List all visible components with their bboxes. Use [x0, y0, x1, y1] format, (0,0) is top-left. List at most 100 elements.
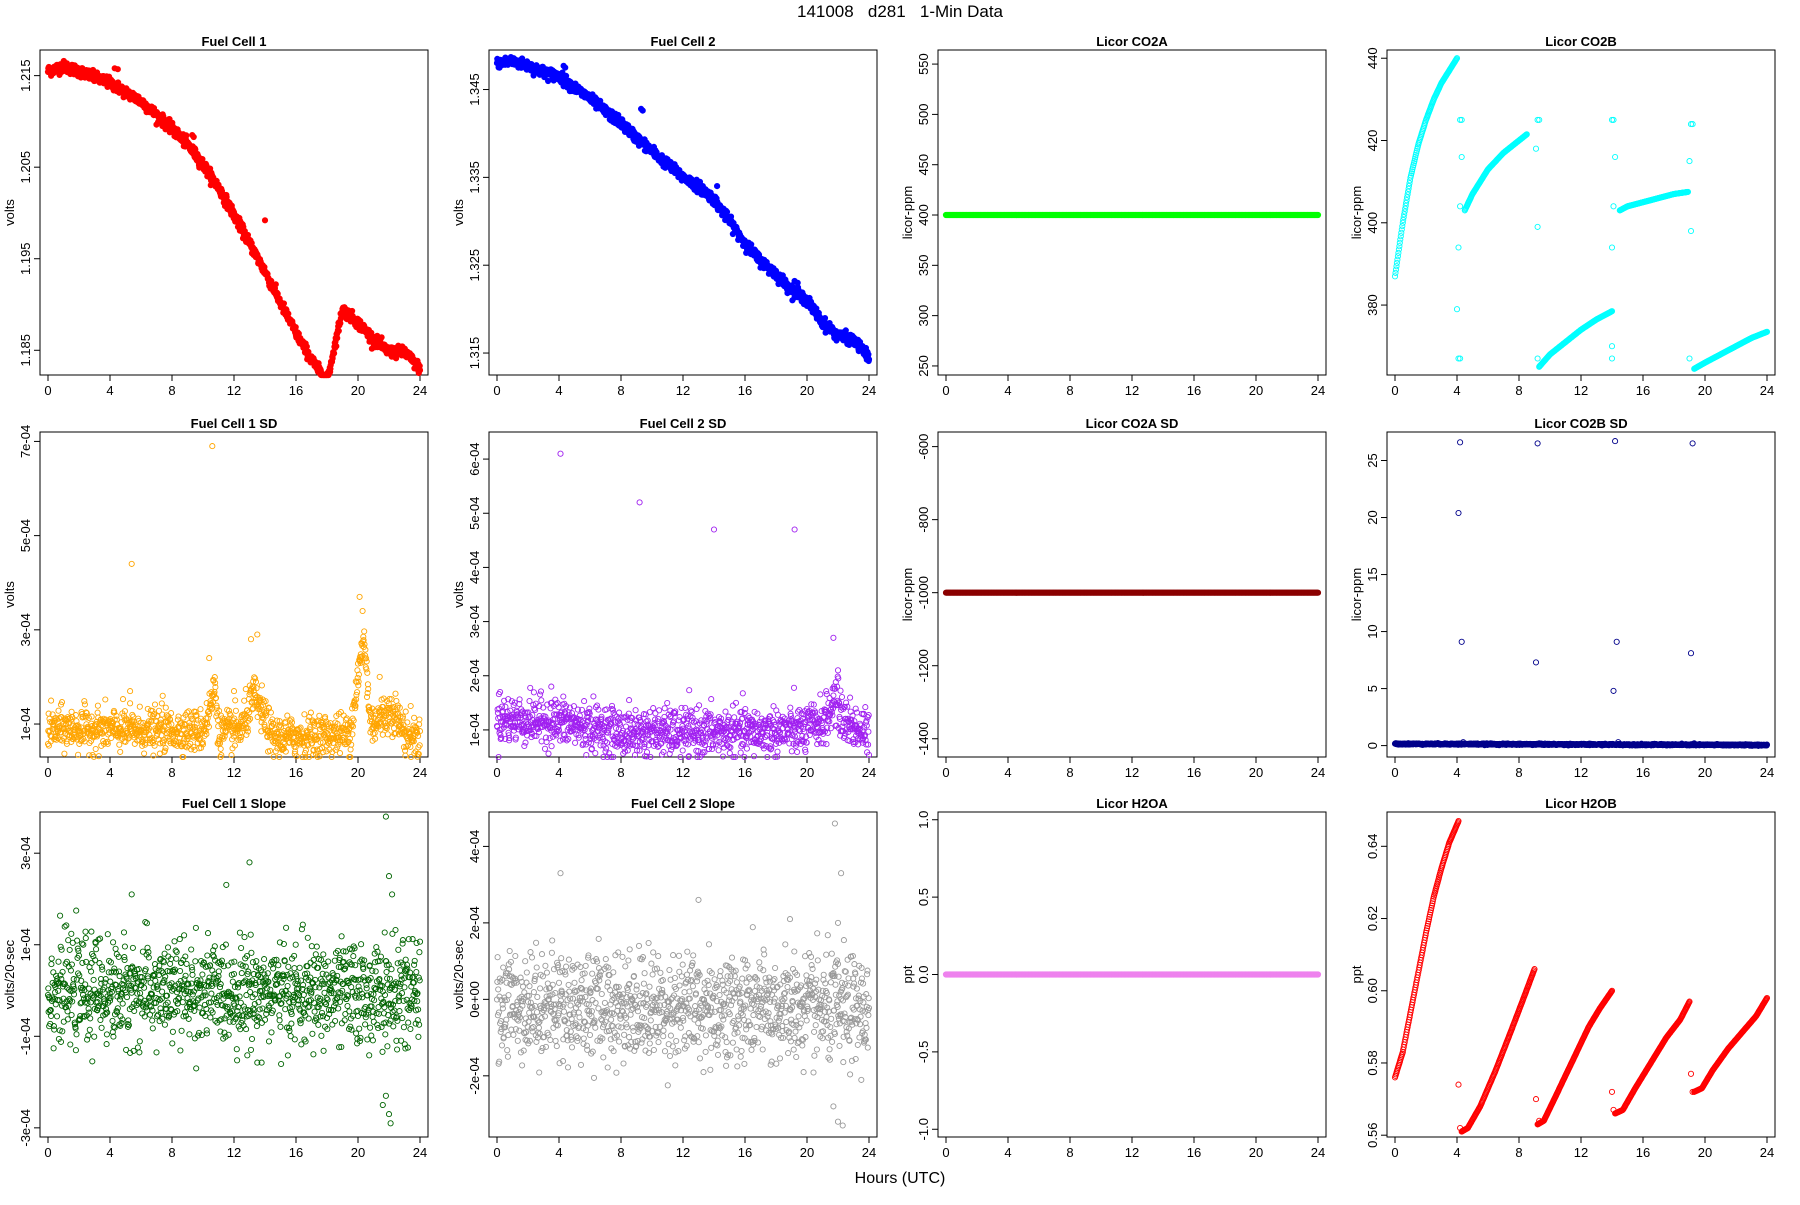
x-tick-label: 24 [1760, 383, 1774, 398]
data-point [1315, 212, 1320, 217]
x-tick-label: 20 [1249, 383, 1263, 398]
x-tick-label: 0 [493, 765, 500, 780]
data-series [45, 58, 422, 377]
panel-title: Fuel Cell 2 [650, 34, 715, 49]
x-tick-label: 12 [1574, 383, 1588, 398]
data-point [103, 697, 108, 702]
data-point [137, 704, 142, 709]
y-tick-label: 3e-04 [18, 613, 33, 646]
y-tick-label: 440 [1365, 47, 1380, 69]
data-point [302, 712, 307, 717]
x-tick-label: 24 [1311, 383, 1325, 398]
data-point [334, 344, 339, 349]
data-point [1535, 224, 1540, 229]
x-tick-label: 20 [1698, 383, 1712, 398]
data-point [259, 683, 264, 688]
y-tick-label: 7e-04 [18, 425, 33, 458]
panel-title: Licor CO2A [1096, 34, 1168, 49]
x-tick-label: 20 [351, 383, 365, 398]
figure-title: 141008 d281 1-Min Data [0, 2, 1800, 22]
y-tick-label: 1e-04 [18, 707, 33, 740]
data-point [281, 301, 286, 306]
x-tick-label: 8 [168, 383, 175, 398]
data-point [293, 325, 298, 330]
data-point [1613, 154, 1618, 159]
y-tick-label: 400 [1365, 212, 1380, 234]
x-tick-label: 16 [1187, 383, 1201, 398]
x-tick-label: 12 [227, 383, 241, 398]
data-point [1456, 245, 1461, 250]
data-point [273, 282, 278, 287]
data-point [128, 689, 133, 694]
data-series [494, 55, 871, 364]
data-point [93, 746, 98, 751]
data-point [1687, 159, 1692, 164]
x-tick-label: 8 [617, 383, 624, 398]
data-point [163, 705, 168, 710]
x-tick-label: 20 [800, 383, 814, 398]
data-point [56, 708, 61, 713]
x-tick-label: 24 [862, 765, 876, 780]
data-point [1609, 356, 1614, 361]
data-point [357, 594, 362, 599]
y-tick-label: 1e-04 [467, 713, 482, 746]
data-point [795, 280, 800, 285]
data-point [304, 344, 309, 349]
data-point [640, 108, 645, 113]
data-series [45, 444, 422, 760]
data-point [186, 709, 191, 714]
data-point [1609, 245, 1614, 250]
x-tick-label: 12 [1125, 383, 1139, 398]
x-tick-label: 12 [227, 765, 241, 780]
data-point [362, 629, 367, 634]
data-point [244, 732, 249, 737]
y-tick-label: 450 [916, 154, 931, 176]
data-point [62, 751, 67, 756]
data-point [115, 67, 120, 72]
plot-frame [489, 50, 877, 375]
y-tick-label: 1.345 [467, 73, 482, 106]
data-point [131, 714, 136, 719]
data-point [49, 698, 54, 703]
y-tick-label: 5e-04 [18, 519, 33, 552]
data-point [198, 707, 203, 712]
x-tick-label: 8 [617, 765, 624, 780]
x-tick-label: 20 [351, 765, 365, 780]
data-point [120, 697, 125, 702]
data-point [379, 335, 384, 340]
y-axis-label: licor-ppm [900, 186, 915, 239]
data-point [191, 134, 196, 139]
data-point [324, 749, 329, 754]
y-tick-label: 1.205 [18, 151, 33, 184]
data-point [335, 336, 340, 341]
data-point [866, 357, 871, 362]
panel-title: Fuel Cell 1 [201, 34, 266, 49]
data-point [412, 715, 417, 720]
x-tick-label: 0 [44, 383, 51, 398]
data-point [1459, 154, 1464, 159]
data-point [176, 714, 181, 719]
x-tick-label: 20 [800, 765, 814, 780]
panel-title: Licor CO2B [1545, 34, 1617, 49]
data-point [128, 701, 133, 706]
data-point [160, 693, 165, 698]
data-point [117, 742, 122, 747]
data-point [248, 637, 253, 642]
x-tick-label: 24 [862, 383, 876, 398]
x-tick-label: 8 [1066, 383, 1073, 398]
x-tick-label: 16 [738, 383, 752, 398]
data-point [233, 698, 238, 703]
data-point [380, 732, 385, 737]
data-point [332, 351, 337, 356]
data-point [546, 78, 551, 83]
data-point [317, 713, 322, 718]
data-point [1609, 344, 1614, 349]
y-tick-label: 350 [916, 254, 931, 276]
data-point [1611, 204, 1616, 209]
x-tick-label: 4 [106, 383, 113, 398]
data-point [152, 702, 157, 707]
